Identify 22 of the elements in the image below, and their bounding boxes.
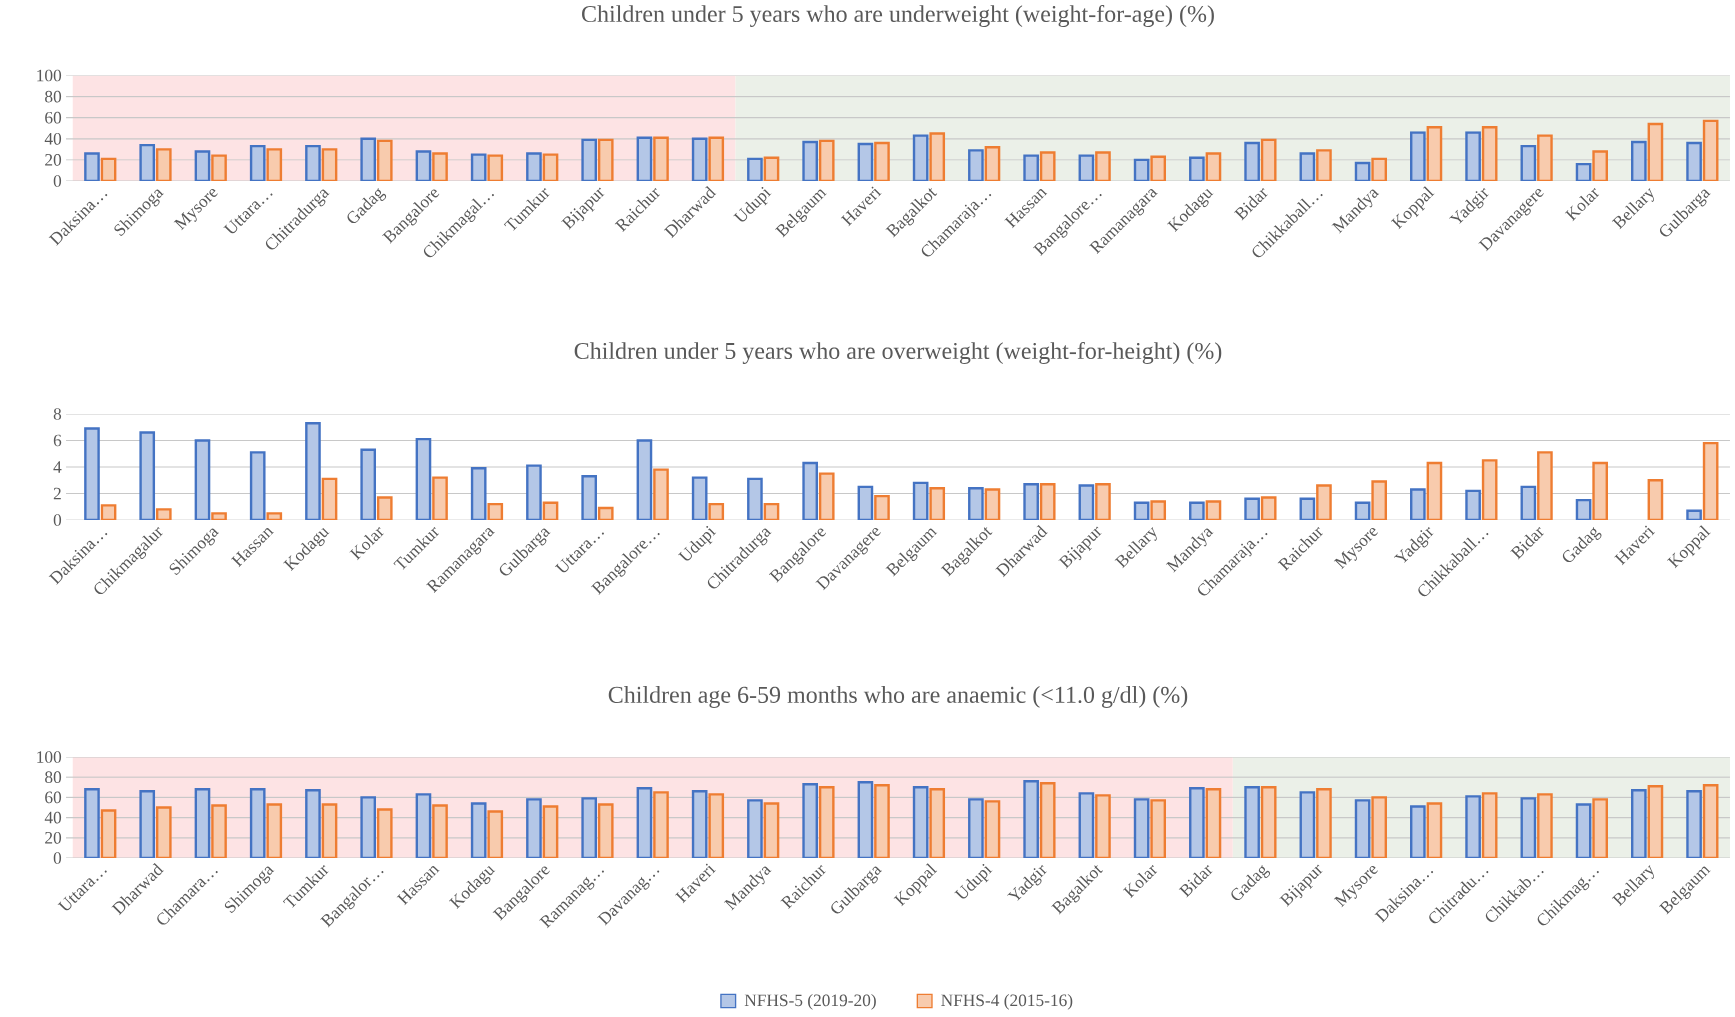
chart-title: Children under 5 years who are overweight (weight-for-height) (%) — [574, 341, 1222, 365]
y-tick-label: 60 — [45, 111, 62, 124]
chart-title: Children age 6-59 months who are anaemic (<11.0 g/dl) (%) — [608, 686, 1188, 708]
y-tick-label: 0 — [53, 175, 62, 187]
y-tick-label: 40 — [44, 132, 62, 145]
y-tick-label: 60 — [45, 791, 62, 804]
y-tick-label: 40 — [44, 811, 62, 824]
legend-label: NFHS-5 (2019-20) — [744, 993, 876, 1010]
y-tick-label: 2 — [53, 487, 61, 500]
y-tick-label: 0 — [53, 852, 62, 864]
y-tick-label: 20 — [45, 154, 62, 166]
y-tick-label: 4 — [53, 461, 62, 473]
y-tick-label: 80 — [45, 771, 62, 784]
y-tick-label: 8 — [53, 408, 62, 420]
y-tick-label: 6 — [53, 434, 62, 447]
legend-label: NFHS-4 (2015-16) — [941, 993, 1073, 1010]
y-tick-label: 100 — [37, 751, 62, 763]
chart-title: Children under 5 years who are underweight (weight-for-age) (%) — [582, 4, 1214, 28]
y-tick-label: 20 — [45, 831, 62, 844]
y-tick-label: 80 — [45, 90, 62, 103]
y-tick-label: 100 — [37, 69, 62, 82]
y-tick-label: 0 — [53, 514, 62, 526]
